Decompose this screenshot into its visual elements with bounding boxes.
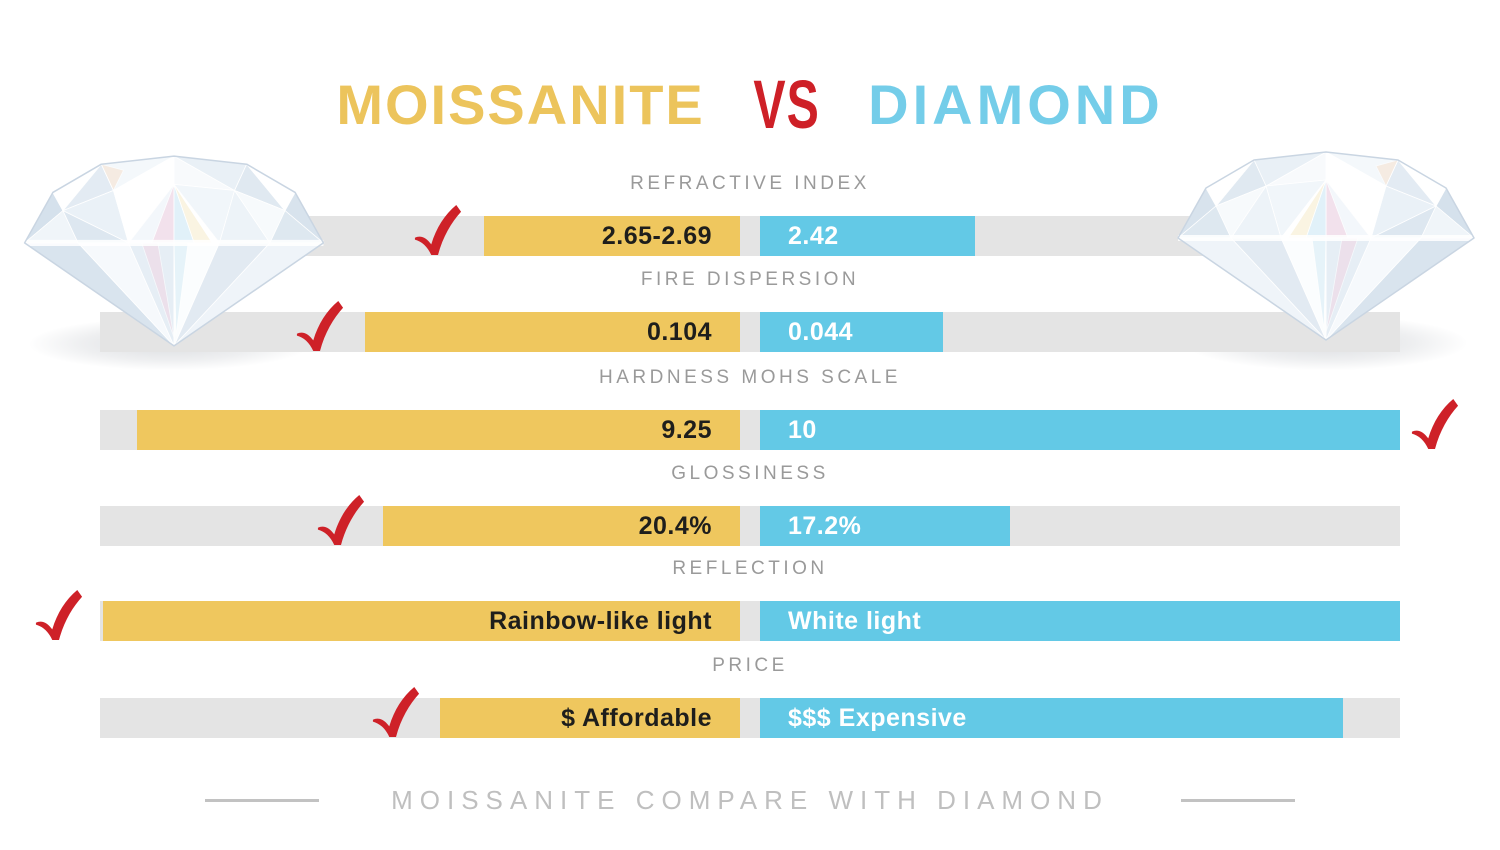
category-label: REFRACTIVE INDEX [630,173,870,194]
diamond-value-bar: 0.044 [760,312,943,352]
comparison-row: REFLECTION Rainbow-like light White ligh… [0,556,1500,652]
diamond-value-bar: 17.2% [760,506,1010,546]
diamond-value-bar: 10 [760,410,1400,450]
category-label: PRICE [712,655,788,676]
footer: MOISSANITE COMPARE WITH DIAMOND [0,782,1500,818]
diamond-value: 10 [788,415,817,444]
title-moissanite: MOISSANITE [336,72,705,136]
bar-track [100,506,1400,546]
comparison-row: GLOSSINESS 20.4% 17.2% [0,461,1500,557]
moissanite-value: 9.25 [661,415,712,444]
footer-right-rule [1180,798,1295,802]
moissanite-value-bar: 0.104 [365,312,740,352]
moissanite-value-bar: $ Affordable [440,698,740,738]
moissanite-value-bar: 9.25 [137,410,740,450]
diamond-value: 17.2% [788,511,862,540]
diamond-value: 0.044 [788,317,854,346]
comparison-row: REFRACTIVE INDEX 2.65-2.69 2.42 [0,171,1500,267]
category-label: REFLECTION [672,558,828,579]
comparison-row: HARDNESS MOHS SCALE 9.25 10 [0,365,1500,461]
comparison-row: PRICE $ Affordable $$$ Expensive [0,653,1500,749]
category-label: FIRE DISPERSION [640,269,860,290]
moissanite-value: 2.65-2.69 [601,221,712,250]
moissanite-gem-image [22,144,326,356]
moissanite-value: 0.104 [646,317,712,346]
comparison-row: FIRE DISPERSION 0.104 0.044 [0,267,1500,363]
moissanite-value: 20.4% [638,511,712,540]
winner-checkmark-icon [413,202,463,258]
category-label: GLOSSINESS [671,463,829,484]
title-vs: VS [753,65,820,143]
diamond-value: 2.42 [788,221,839,250]
title: MOISSANITE VS DIAMOND [0,64,1500,144]
winner-checkmark-icon [34,587,84,643]
diamond-value: $$$ Expensive [788,703,967,732]
moissanite-value-bar: 20.4% [383,506,740,546]
winner-checkmark-icon [371,684,421,740]
diamond-gem-image [1176,138,1476,352]
moissanite-value: $ Affordable [561,703,712,732]
diamond-value-bar: White light [760,601,1400,641]
diamond-value-bar: $$$ Expensive [760,698,1343,738]
footer-caption: MOISSANITE COMPARE WITH DIAMOND [391,784,1109,815]
moissanite-value: Rainbow-like light [489,606,712,635]
moissanite-value-bar: 2.65-2.69 [484,216,740,256]
winner-checkmark-icon [1410,396,1460,452]
title-diamond: DIAMOND [868,72,1164,136]
diamond-value-bar: 2.42 [760,216,975,256]
moissanite-value-bar: Rainbow-like light [103,601,740,641]
footer-left-rule [205,798,320,802]
category-label: HARDNESS MOHS SCALE [599,367,901,388]
diamond-value: White light [788,606,922,635]
winner-checkmark-icon [316,492,366,548]
